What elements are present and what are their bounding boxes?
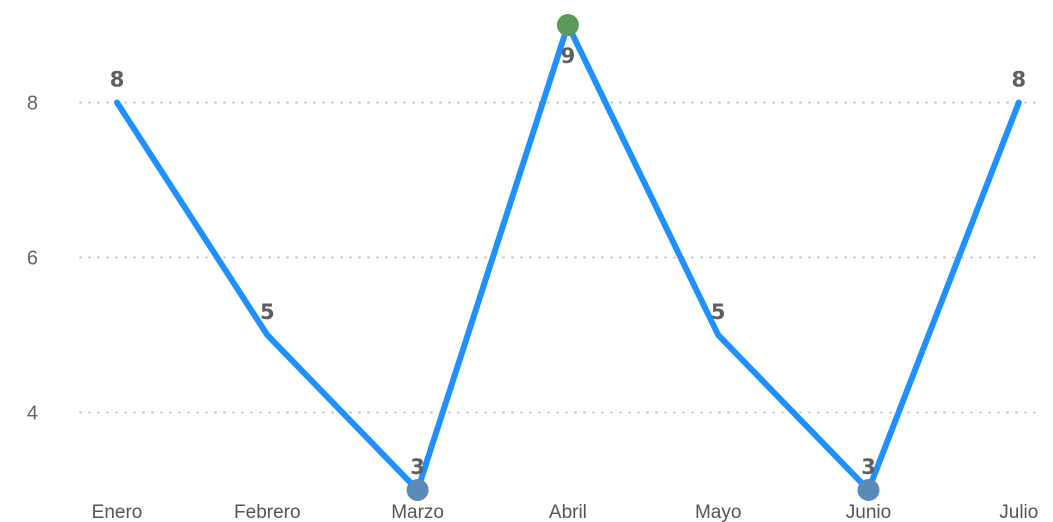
data-label-layer: 8 5 3 9 5 3 8 (110, 44, 1026, 479)
data-label-abril: 9 (561, 44, 576, 68)
y-tick-label-8: 8 (27, 93, 38, 115)
point-marker-layer (406, 14, 880, 501)
data-label-febrero: 5 (260, 300, 275, 324)
point-marker-junio[interactable] (857, 479, 880, 501)
grid-lines (79, 101, 1041, 414)
x-category-label-enero: Enero (92, 502, 143, 522)
x-category-label-abril: Abril (549, 502, 587, 522)
y-axis-tick-labels: 4 6 8 (27, 93, 38, 425)
y-tick-label-4: 4 (27, 403, 38, 425)
x-category-label-febrero: Febrero (234, 502, 301, 522)
x-axis-category-labels: Enero Febrero Marzo Abril Mayo Junio Julio (92, 502, 1039, 522)
x-category-label-julio: Julio (999, 502, 1038, 522)
point-marker-marzo[interactable] (406, 479, 429, 501)
y-tick-label-6: 6 (27, 248, 38, 270)
data-label-mayo: 5 (711, 300, 726, 324)
data-label-junio: 3 (861, 455, 876, 479)
x-category-label-mayo: Mayo (695, 502, 741, 522)
point-marker-abril[interactable] (556, 14, 579, 36)
data-label-marzo: 3 (410, 455, 425, 479)
x-category-label-junio: Junio (846, 502, 891, 522)
x-category-label-marzo: Marzo (391, 502, 444, 522)
data-label-julio: 8 (1011, 68, 1026, 92)
data-label-enero: 8 (110, 68, 125, 92)
